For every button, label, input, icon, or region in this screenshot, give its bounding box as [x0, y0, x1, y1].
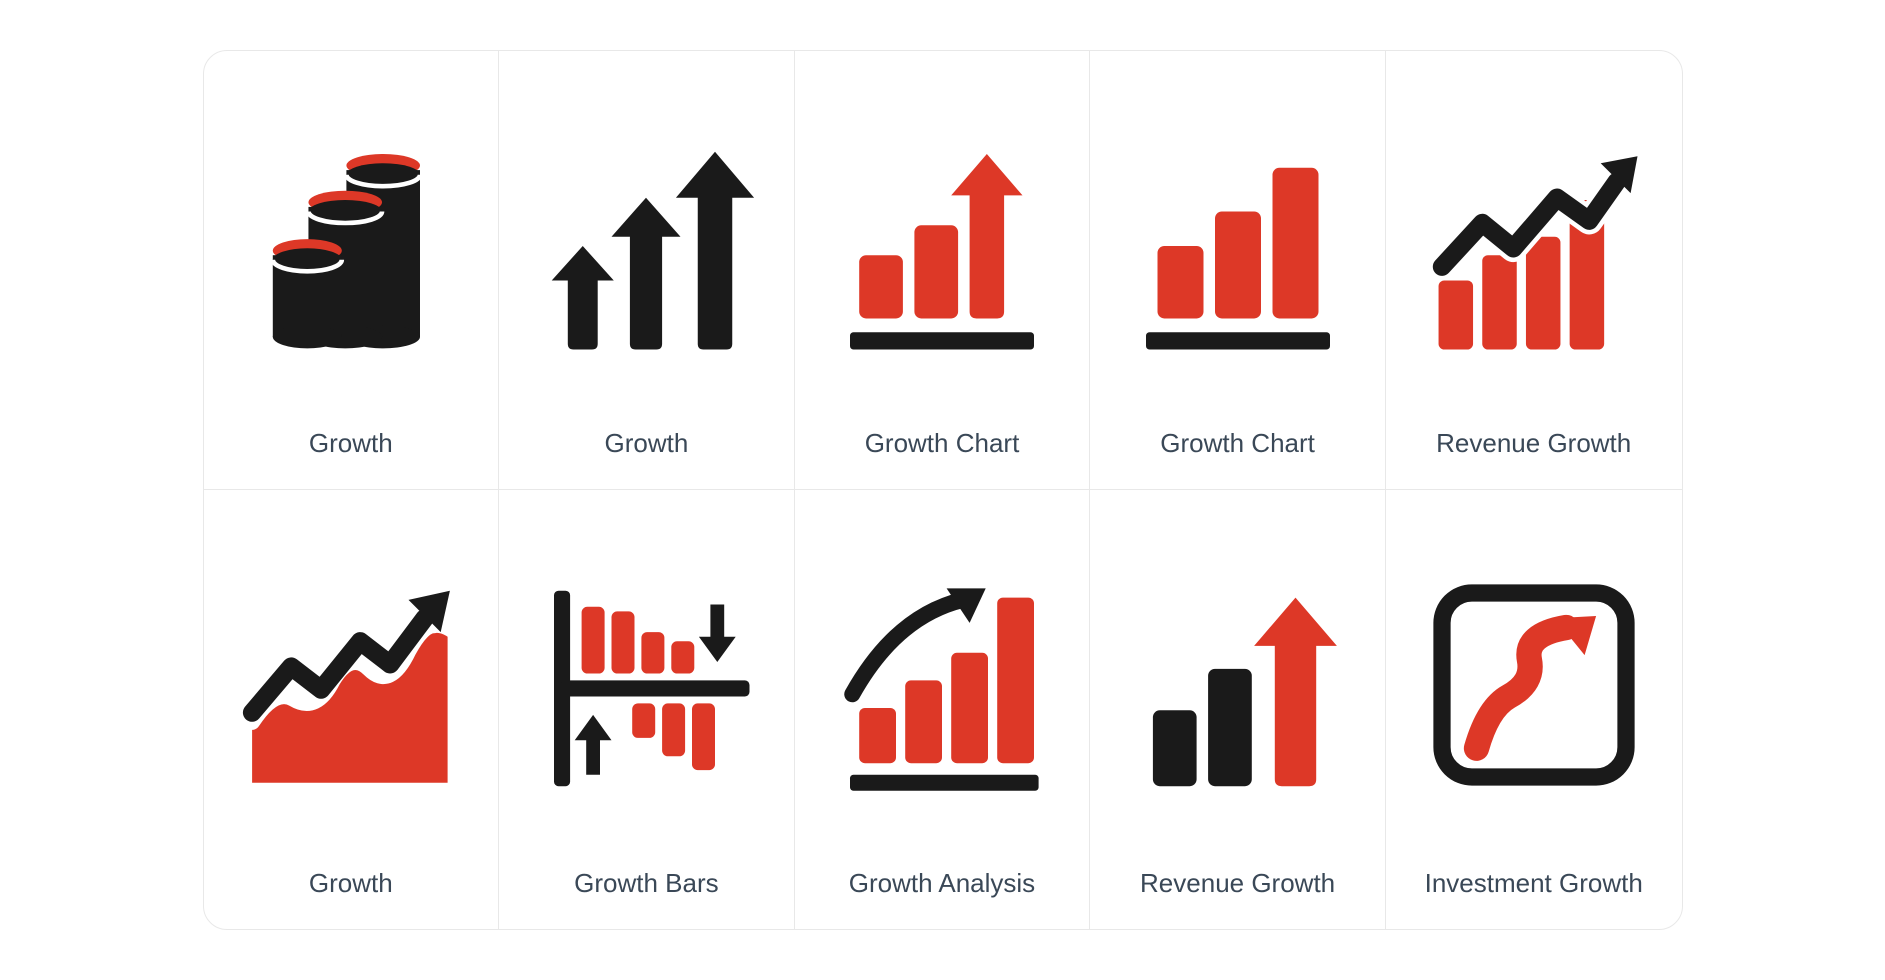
cell-investment-growth: Investment Growth	[1386, 490, 1682, 929]
label: Revenue Growth	[1436, 428, 1631, 459]
label: Growth	[309, 428, 393, 459]
cell-revenue-growth-bars: Revenue Growth	[1386, 51, 1682, 490]
revenue-growth-bars-icon	[1406, 81, 1662, 410]
growth-bars-updown-icon	[519, 520, 774, 850]
growth-cylinders-icon	[224, 81, 479, 410]
cell-growth-bars-updown: Growth Bars	[499, 490, 795, 929]
investment-growth-icon	[1406, 520, 1662, 850]
cell-growth-arrows: Growth	[499, 51, 795, 490]
label: Revenue Growth	[1140, 868, 1335, 899]
growth-chart-arrow-icon	[815, 81, 1070, 410]
label: Growth Analysis	[849, 868, 1035, 899]
label: Investment Growth	[1425, 868, 1643, 899]
growth-arrows-icon	[519, 81, 774, 410]
cell-growth-cylinders: Growth	[204, 51, 500, 490]
growth-chart-bars-icon	[1110, 81, 1365, 410]
cell-revenue-growth-arrow: Revenue Growth	[1090, 490, 1386, 929]
growth-analysis-icon	[815, 520, 1070, 850]
cell-growth-chart-bars: Growth Chart	[1090, 51, 1386, 490]
cell-growth-chart-arrow: Growth Chart	[795, 51, 1091, 490]
cell-growth-analysis: Growth Analysis	[795, 490, 1091, 929]
label: Growth Chart	[1160, 428, 1315, 459]
growth-area-icon	[224, 520, 479, 850]
label: Growth Chart	[865, 428, 1020, 459]
label: Growth Bars	[574, 868, 719, 899]
revenue-growth-arrow-icon	[1110, 520, 1365, 850]
cell-growth-area: Growth	[204, 490, 500, 929]
label: Growth	[604, 428, 688, 459]
label: Growth	[309, 868, 393, 899]
icon-grid: Growth Growth	[203, 50, 1683, 930]
